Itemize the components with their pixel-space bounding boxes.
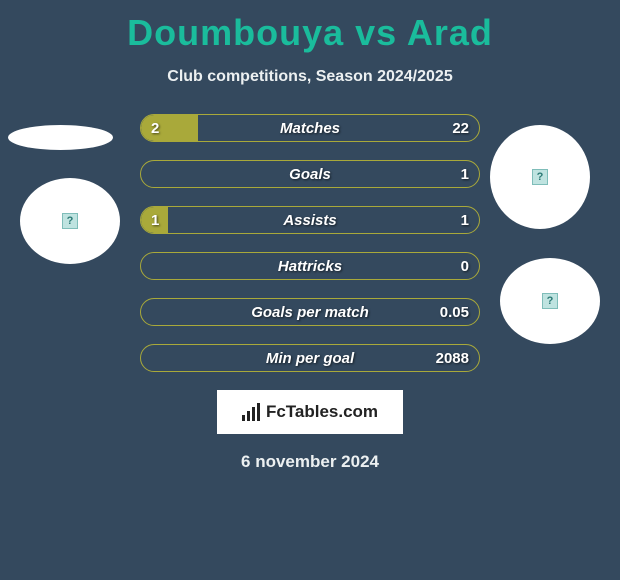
stat-row: Hattricks0 (140, 252, 480, 280)
placeholder-icon: ? (532, 169, 548, 185)
stat-value-right: 0 (461, 253, 469, 279)
right-player-avatar-1: ? (490, 125, 590, 229)
stat-label: Goals (141, 161, 479, 187)
stat-row: Goals per match0.05 (140, 298, 480, 326)
stat-label: Goals per match (141, 299, 479, 325)
comparison-date: 6 november 2024 (0, 452, 620, 472)
stat-value-right: 1 (461, 207, 469, 233)
stat-label: Hattricks (141, 253, 479, 279)
stat-row: Goals1 (140, 160, 480, 188)
comparison-title: Doumbouya vs Arad (0, 0, 620, 54)
left-shadow-ellipse (8, 125, 113, 150)
right-player-avatar-2: ? (500, 258, 600, 344)
site-logo: FcTables.com (217, 390, 403, 434)
bars-icon (242, 403, 260, 421)
stat-row: 2Matches22 (140, 114, 480, 142)
stat-value-right: 2088 (436, 345, 469, 371)
stat-label: Assists (141, 207, 479, 233)
placeholder-icon: ? (542, 293, 558, 309)
comparison-subtitle: Club competitions, Season 2024/2025 (0, 68, 620, 86)
stat-label: Min per goal (141, 345, 479, 371)
stat-label: Matches (141, 115, 479, 141)
stats-container: 2Matches22Goals11Assists1Hattricks0Goals… (140, 114, 480, 372)
stat-value-right: 1 (461, 161, 469, 187)
stat-value-right: 0.05 (440, 299, 469, 325)
stat-row: 1Assists1 (140, 206, 480, 234)
stat-value-right: 22 (452, 115, 469, 141)
placeholder-icon: ? (62, 213, 78, 229)
logo-text: FcTables.com (266, 402, 378, 422)
left-player-avatar: ? (20, 178, 120, 264)
stat-row: Min per goal2088 (140, 344, 480, 372)
